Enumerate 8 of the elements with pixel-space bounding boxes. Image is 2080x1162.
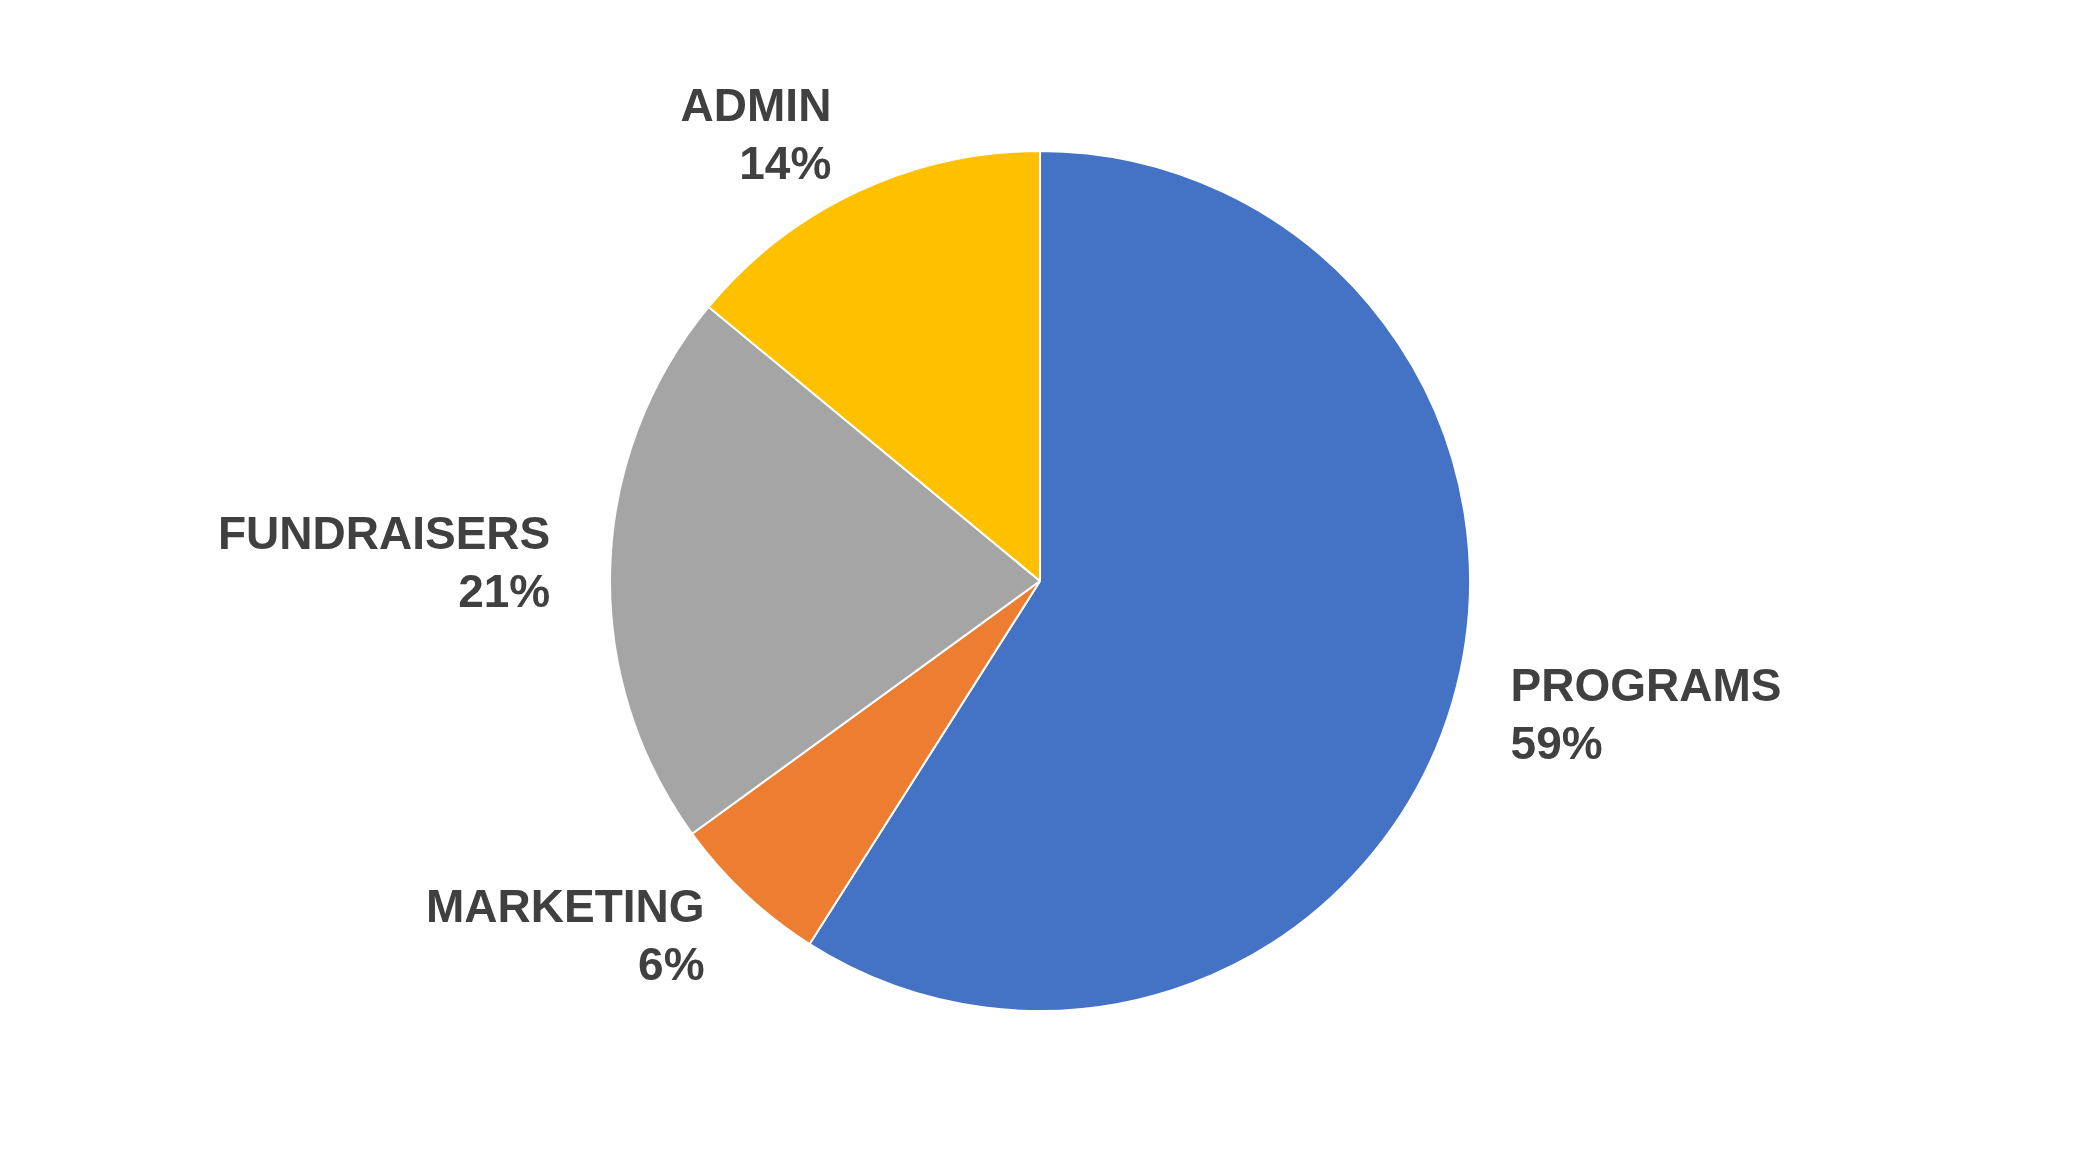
data-label: 6% [638, 937, 705, 990]
data-label: 14% [739, 137, 832, 190]
data-label: 59% [1510, 717, 1603, 770]
slice-label: PROGRAMS [1510, 659, 1782, 712]
data-label: 21% [458, 565, 551, 618]
slice-label: FUNDRAISERS [217, 507, 551, 560]
slice-label: ADMIN [680, 79, 832, 132]
slice-label: MARKETING [426, 879, 705, 932]
